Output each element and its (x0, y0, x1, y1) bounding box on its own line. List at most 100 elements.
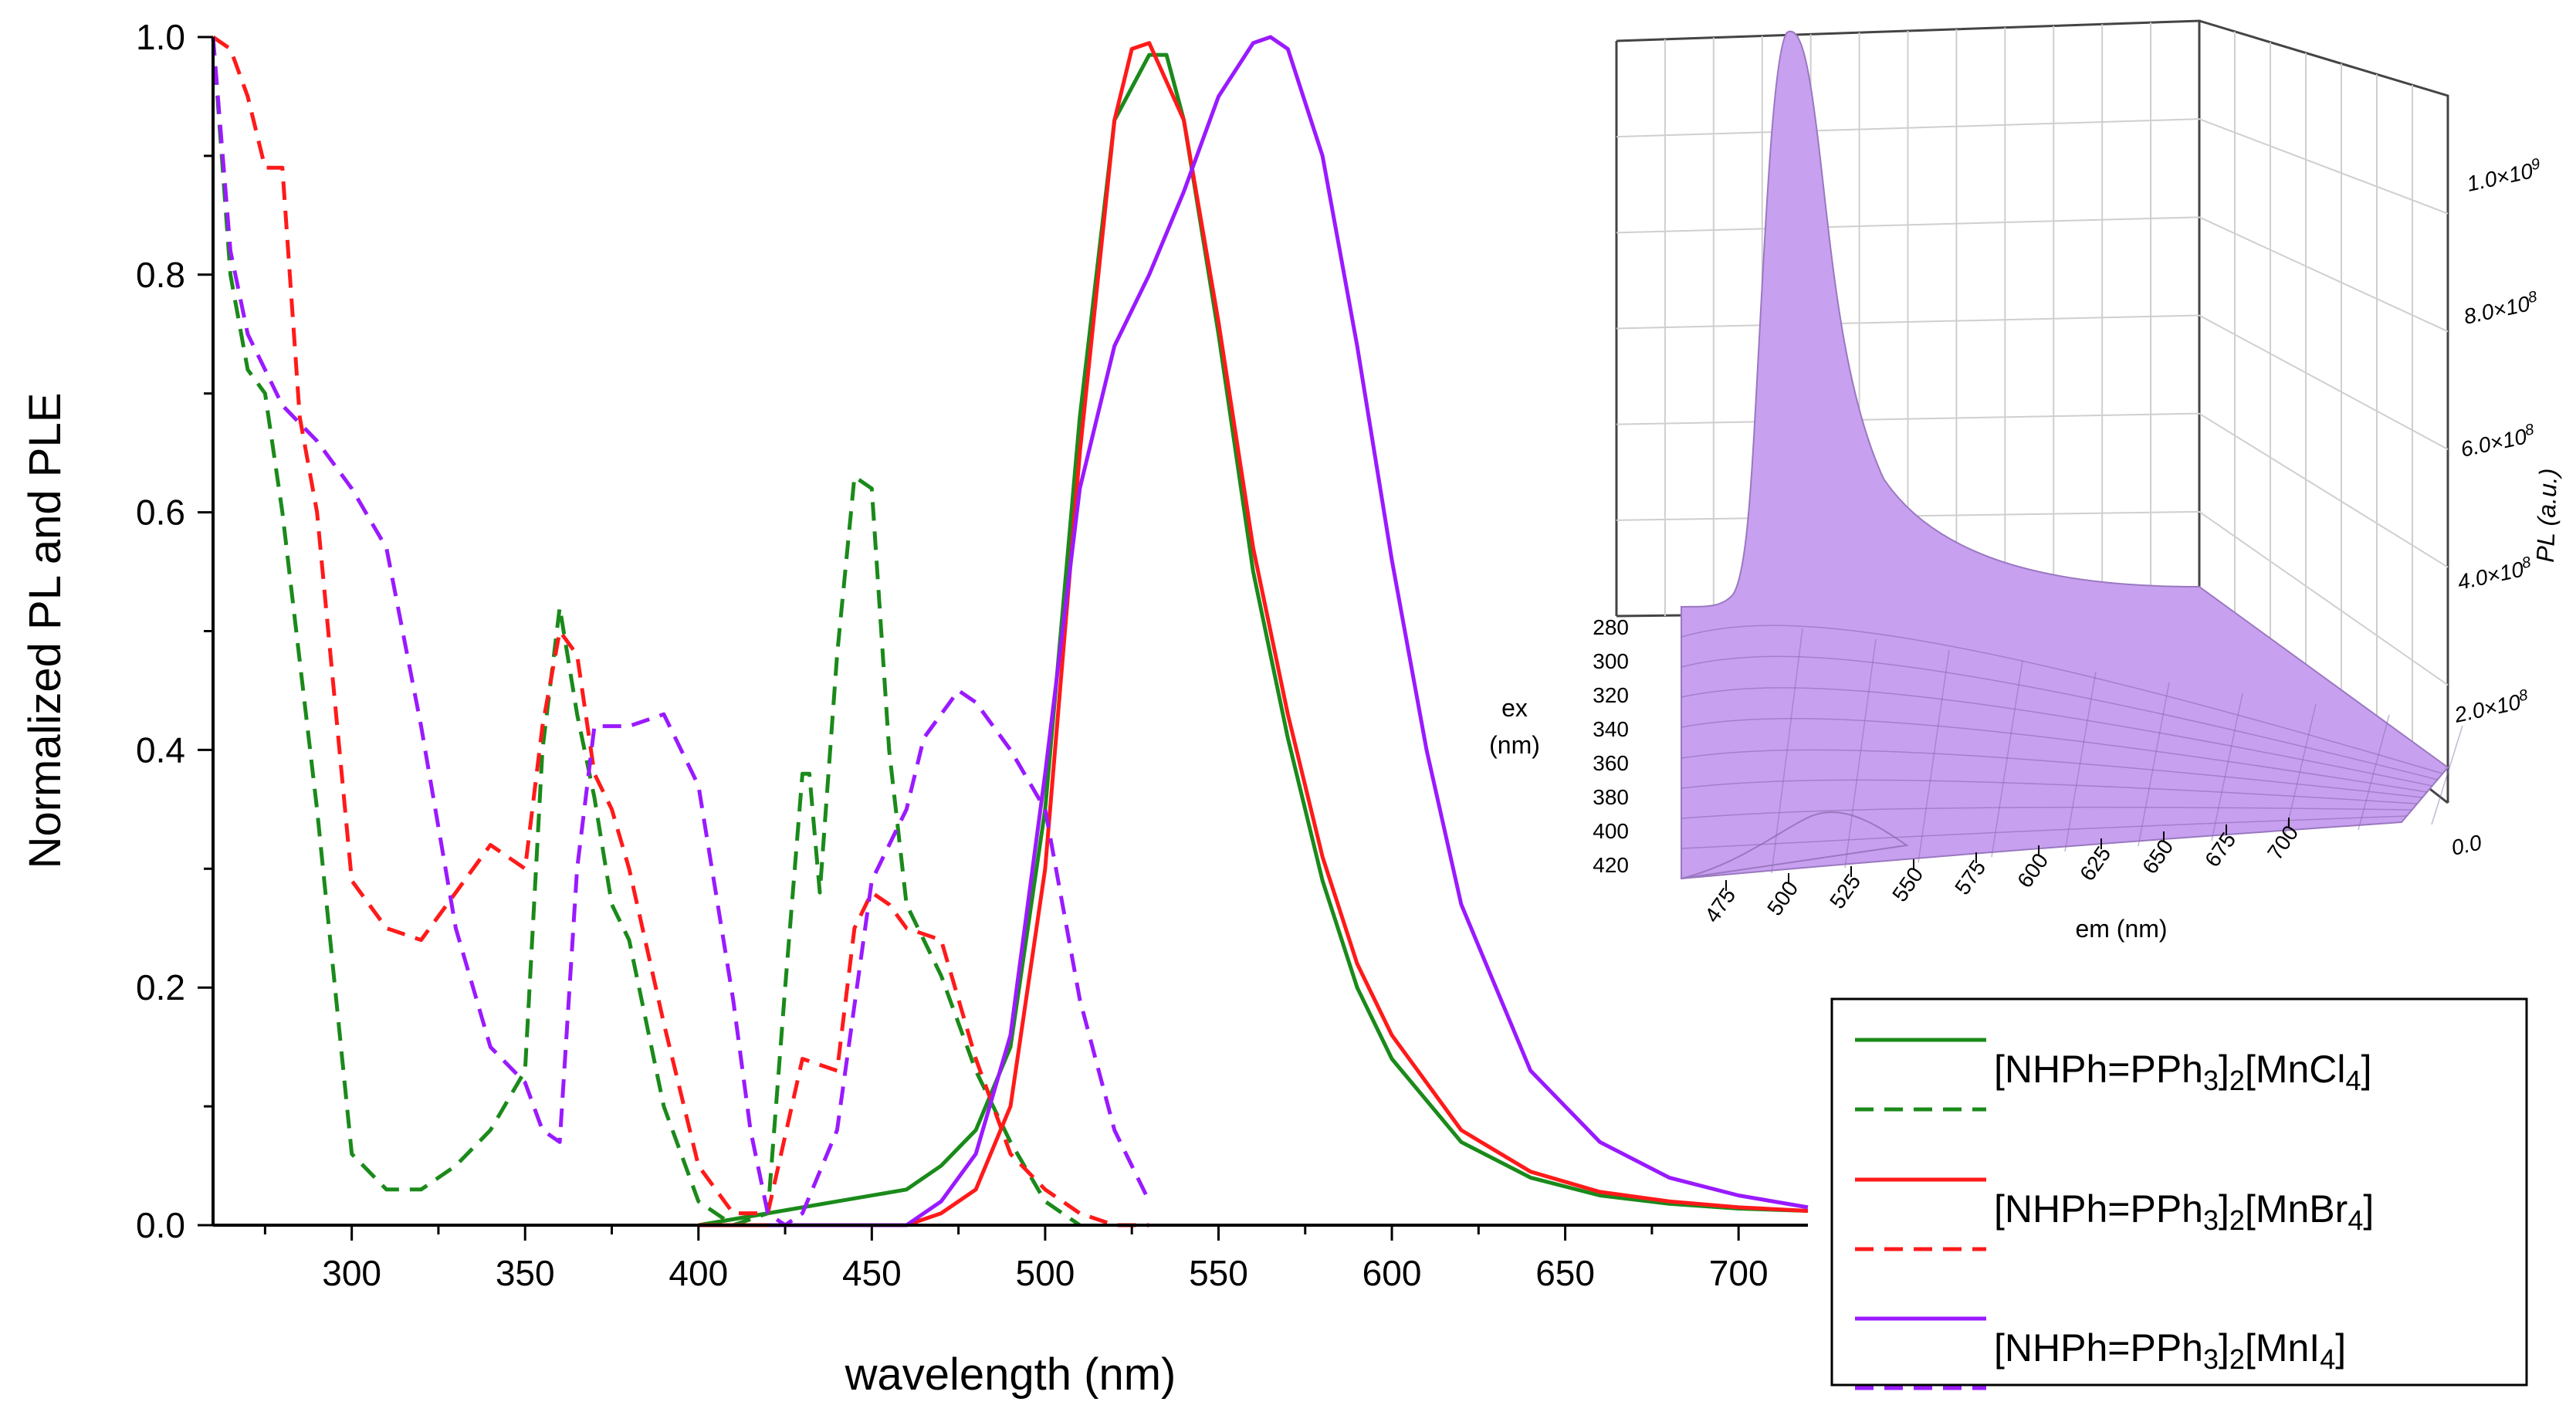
inset-em-tick-label: 575 (1950, 856, 1990, 899)
inset-z-tick-part: ×10 (2491, 291, 2532, 322)
inset-z-tick-label: 6.0×108 (2458, 421, 2537, 462)
legend-label-part: ] (2219, 1048, 2229, 1091)
surface-mesh-line (1681, 687, 2433, 787)
surface-mesh-line (2211, 692, 2243, 841)
inset-em-tick-label: 500 (1762, 877, 1803, 920)
legend-label-part: [MnI (2245, 1326, 2320, 1370)
inset-back-grid-hline (1616, 216, 2200, 234)
inset-em-tick-label: 625 (2075, 842, 2115, 885)
inset-z-tick-part: 1.0 (2465, 166, 2500, 196)
x-tick-label: 450 (842, 1253, 902, 1293)
inset-side-grid-hline (2199, 412, 2449, 568)
inset-em-axis-title: em (nm) (2075, 915, 2167, 943)
series-line-mni4-ple (211, 36, 1151, 1227)
inset-ex-tick-label: 400 (1593, 819, 1629, 843)
legend-label-part: 2 (2229, 1065, 2245, 1096)
y-ticks: 0.0 0.2 0.4 0.6 0.8 1.0 (136, 17, 213, 1245)
y-tick-label: 0.2 (136, 967, 185, 1007)
surface-mesh-line (2138, 682, 2170, 847)
x-axis-title: wavelength (nm) (845, 1349, 1176, 1400)
legend-label-part: ] (2219, 1326, 2229, 1370)
inset-z-tick-part: ×10 (2494, 158, 2535, 189)
surface-mesh-line (1681, 779, 2418, 804)
inset-z-tick-label: 8.0×108 (2461, 288, 2540, 329)
surface-mesh-line (1991, 660, 2023, 858)
legend-label-part: 3 (2203, 1204, 2219, 1236)
inset-back-grid-hline (1616, 314, 2200, 330)
legend-label-part: [NHPh=PPh (1994, 1048, 2203, 1091)
inset-z-axis-title: PL (a.u.) (2531, 468, 2562, 563)
surface-mesh-line (1681, 718, 2428, 793)
series-line-mncl4-pl (698, 52, 1809, 1227)
surface-mesh-line (1681, 625, 2443, 774)
surface-mesh (1681, 625, 2463, 874)
inset-z-tick-part: 8 (2524, 421, 2535, 439)
legend-label-part: [NHPh=PPh (1994, 1187, 2203, 1231)
inset-z-tick-label: 1.0×109 (2464, 155, 2543, 196)
inset-z-tick-part: 4.0 (2456, 564, 2490, 594)
legend-label-part: 4 (2348, 1204, 2363, 1236)
legend-label-part: 2 (2229, 1343, 2245, 1375)
y-axis-title: Normalized PL and PLE (20, 393, 70, 869)
inset-ex-tick-label: 380 (1593, 785, 1629, 809)
inset-ex-tick-label: 360 (1593, 751, 1629, 775)
x-tick-label: 700 (1709, 1253, 1769, 1293)
inset-ex-axis-title-line1: ex (1501, 694, 1528, 722)
legend-label: [NHPh=PPh3]2[MnI4] (1994, 1326, 2346, 1375)
inset-z-tick-label: 4.0×108 (2455, 554, 2534, 594)
inset-ex-tick-label: 300 (1593, 649, 1629, 673)
inset-em-tick-label: 600 (2012, 849, 2053, 892)
inset-em-tick-label: 550 (1887, 863, 1928, 906)
inset-z-tick-part: 8 (2527, 288, 2538, 306)
surface-mesh-line (1771, 628, 1803, 874)
y-tick-label: 0.8 (136, 255, 185, 295)
inset-z-tick-label: 0.0 (2449, 830, 2484, 860)
inset-z-tick-part: 2.0 (2452, 697, 2487, 727)
surface-peak (1681, 30, 2449, 880)
surface-mesh-line (1681, 806, 2412, 819)
y-tick-label: 0.4 (136, 730, 185, 770)
x-tick-label: 650 (1535, 1253, 1595, 1293)
inset-z-tick-part: ×10 (2485, 557, 2526, 587)
inset-z-tick-part: 9 (2530, 155, 2541, 174)
inset-z-tick-part: ×10 (2482, 689, 2523, 720)
inset-ex-tick-label: 280 (1593, 615, 1629, 639)
legend-label-part: 2 (2229, 1204, 2245, 1236)
inset-em-tick-label: 525 (1825, 870, 1865, 913)
inset-ex-tick-label: 420 (1593, 853, 1629, 877)
inset-surface (1681, 30, 2463, 880)
x-ticks: 300 350 400 450 500 550 600 650 700 (263, 1225, 1769, 1293)
inset-z-tick-part: 0.0 (2449, 830, 2484, 860)
x-tick-label: 400 (669, 1253, 728, 1293)
surface-mesh-line (1681, 815, 2408, 849)
inset-side-grid-hline (2199, 511, 2449, 686)
legend-label-part: 4 (2320, 1343, 2335, 1375)
inset-z-tick-part: 6.0 (2459, 432, 2493, 462)
inset-back-grid-hline (1616, 118, 2200, 138)
inset-z-tick-part: 8.0 (2462, 299, 2496, 329)
surface-mesh-line (1844, 638, 1877, 869)
series-layer (211, 35, 1809, 1227)
x-tick-label: 500 (1016, 1253, 1075, 1293)
inset-3d-surface: 475 500 525 550 575 600 625 650 675 700 280300320… (1489, 19, 2562, 943)
legend-label-part: 4 (2346, 1065, 2361, 1096)
inset-side-grid-hline (2199, 314, 2449, 450)
inset-back-grid-hline (1616, 412, 2200, 425)
inset-z-tick-part: 8 (2520, 554, 2532, 572)
inset-ex-tick-label: 340 (1593, 717, 1629, 741)
legend-label-part: ] (2361, 1048, 2372, 1091)
inset-ex-tick-label: 320 (1593, 683, 1629, 707)
x-tick-label: 600 (1362, 1253, 1422, 1293)
legend-label-part: [NHPh=PPh (1994, 1326, 2203, 1370)
series-line-mncl4-ple (211, 36, 1082, 1227)
legend-label-part: [MnCl (2245, 1048, 2346, 1091)
inset-z-tick-part: ×10 (2488, 424, 2529, 455)
inset-side-grid-hline (2199, 118, 2449, 215)
main-plot: 300 350 400 450 500 550 600 650 700 0.0 0.2 0.4 0.6… (20, 17, 1809, 1400)
inset-z-tick-label: 2.0×108 (2451, 686, 2530, 727)
legend-label: [NHPh=PPh3]2[MnCl4] (1994, 1048, 2371, 1096)
y-tick-label: 1.0 (136, 17, 185, 57)
legend-box (1830, 997, 2528, 1387)
